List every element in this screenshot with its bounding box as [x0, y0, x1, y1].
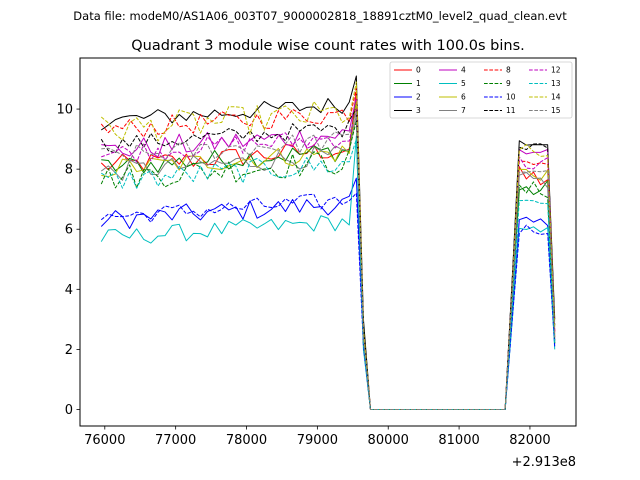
series-line-4 [101, 96, 556, 410]
legend-label-13: 13 [551, 79, 561, 88]
series-line-3 [100, 75, 556, 410]
x-offset-text: +2.913e8 [512, 455, 576, 470]
series-layer [100, 75, 556, 410]
series-line-10 [100, 192, 556, 410]
x-tick-label-80000: 80000 [368, 433, 409, 448]
series-line-15 [101, 111, 556, 410]
y-tick-label-8: 8 [65, 163, 73, 178]
series-line-14 [100, 81, 556, 410]
legend-label-11: 11 [506, 106, 516, 115]
chart-title: Quadrant 3 module wise count rates with … [131, 38, 525, 54]
series-line-1 [101, 99, 556, 410]
series-line-9 [100, 120, 556, 410]
legend-label-6: 6 [461, 93, 466, 102]
legend-label-8: 8 [506, 66, 511, 75]
x-tick-label-77000: 77000 [155, 433, 196, 448]
series-line-8 [100, 87, 556, 410]
legend-box [389, 61, 573, 119]
x-tick-label-82000: 82000 [509, 433, 550, 448]
data-file-header: Data file: modeM0/AS1A06_003T07_90000028… [73, 9, 567, 23]
y-tick-label-2: 2 [65, 343, 73, 358]
series-line-7 [100, 114, 556, 410]
x-tick-label-81000: 81000 [438, 433, 479, 448]
series-line-2 [100, 177, 556, 410]
legend-label-4: 4 [461, 66, 466, 75]
legend-label-12: 12 [551, 66, 561, 75]
legend-label-15: 15 [551, 106, 561, 115]
x-tick-label-76000: 76000 [84, 433, 125, 448]
y-tick-label-10: 10 [56, 103, 73, 118]
legend-label-14: 14 [551, 93, 561, 102]
x-tick-label-79000: 79000 [297, 433, 338, 448]
legend-label-3: 3 [416, 106, 421, 115]
y-tick-label-6: 6 [65, 223, 73, 238]
x-tick-label-78000: 78000 [226, 433, 267, 448]
plot-area-frame [79, 57, 577, 427]
legend-label-0: 0 [416, 66, 421, 75]
legend-label-10: 10 [506, 93, 516, 102]
axis-layer: 76000 77000 78000 79000 80000 81000 82000 0 2 4 6 8… [56, 103, 550, 448]
y-tick-label-0: 0 [65, 403, 73, 418]
legend-label-7: 7 [461, 106, 466, 115]
legend-label-2: 2 [416, 93, 421, 102]
legend-label-9: 9 [506, 79, 511, 88]
legend-label-5: 5 [461, 79, 466, 88]
series-line-13 [100, 138, 556, 410]
series-line-6 [101, 102, 556, 410]
legend-label-1: 1 [416, 79, 421, 88]
y-tick-label-4: 4 [65, 283, 73, 298]
